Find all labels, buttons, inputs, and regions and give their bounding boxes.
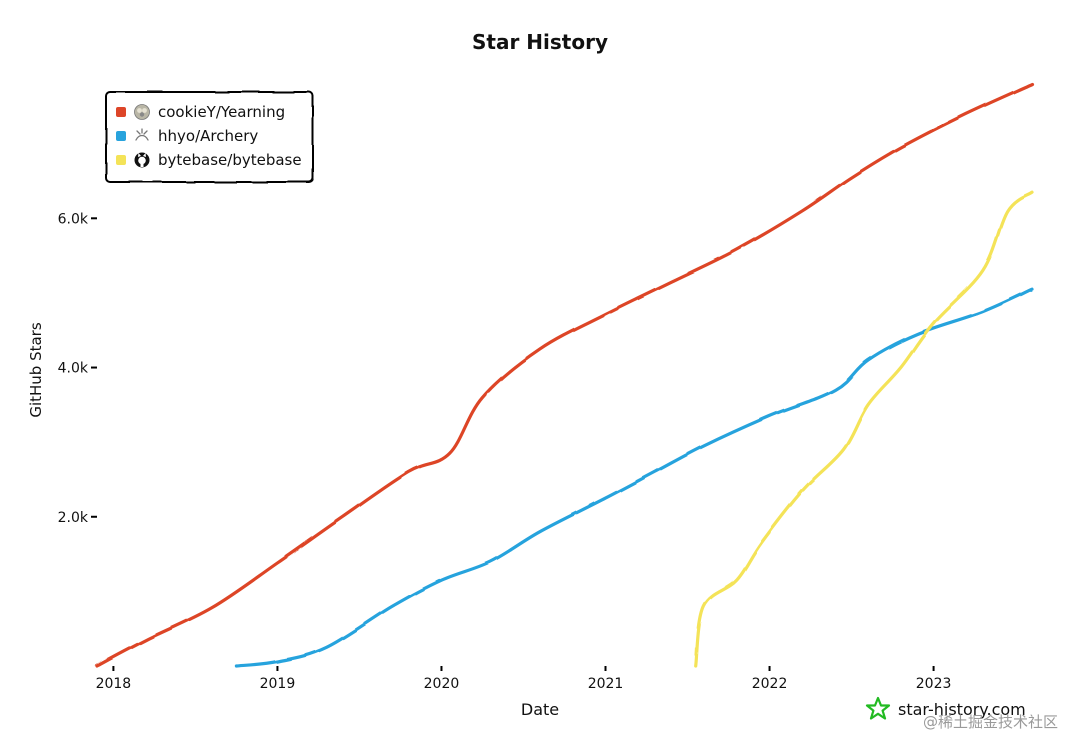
x-tick-label-0: 2018 <box>96 676 132 692</box>
series-lines <box>95 82 1034 668</box>
github-octocat-icon <box>134 152 150 168</box>
y-tick-label-0: 2.0k <box>58 510 89 526</box>
star-history-branding: star-history.com <box>865 696 1026 720</box>
x-tick-label-3: 2021 <box>588 676 624 692</box>
y-axis-label: GitHub Stars <box>27 322 45 418</box>
legend-box <box>105 91 314 183</box>
legend-swatch-2 <box>116 155 126 165</box>
star-history-site: star-history.com <box>898 700 1026 719</box>
y-axis-ticks: 2.0k 4.0k 6.0k <box>58 211 97 526</box>
watermark: @稀土掘金技术社区 <box>923 713 1058 731</box>
y-tick-label-1: 4.0k <box>58 361 89 377</box>
legend-label-0: cookieY/Yearning <box>158 103 285 121</box>
x-axis-label: Date <box>521 700 559 719</box>
legend-label-2: bytebase/bytebase <box>158 151 302 169</box>
x-tick-label-4: 2022 <box>752 676 788 692</box>
sheep-avatar-icon <box>134 104 150 120</box>
legend: cookieY/Yearning hhyo/Archery bytebase/byt… <box>105 91 314 183</box>
x-tick-label-2: 2020 <box>424 676 460 692</box>
series-line-2 <box>694 190 1034 668</box>
legend-swatch-0 <box>116 107 126 117</box>
series-line-1 <box>234 287 1034 668</box>
archery-avatar-icon <box>135 128 149 141</box>
x-axis-ticks: 2018 2019 2020 2021 2022 2023 <box>96 666 952 692</box>
y-tick-label-2: 6.0k <box>58 211 89 227</box>
star-history-logo-icon <box>865 696 891 720</box>
series-line-0 <box>95 82 1034 668</box>
x-tick-label-5: 2023 <box>916 676 952 692</box>
legend-swatch-1 <box>116 131 126 141</box>
legend-label-1: hhyo/Archery <box>158 127 258 145</box>
x-tick-label-1: 2019 <box>260 676 296 692</box>
chart-title: Star History <box>472 30 608 54</box>
